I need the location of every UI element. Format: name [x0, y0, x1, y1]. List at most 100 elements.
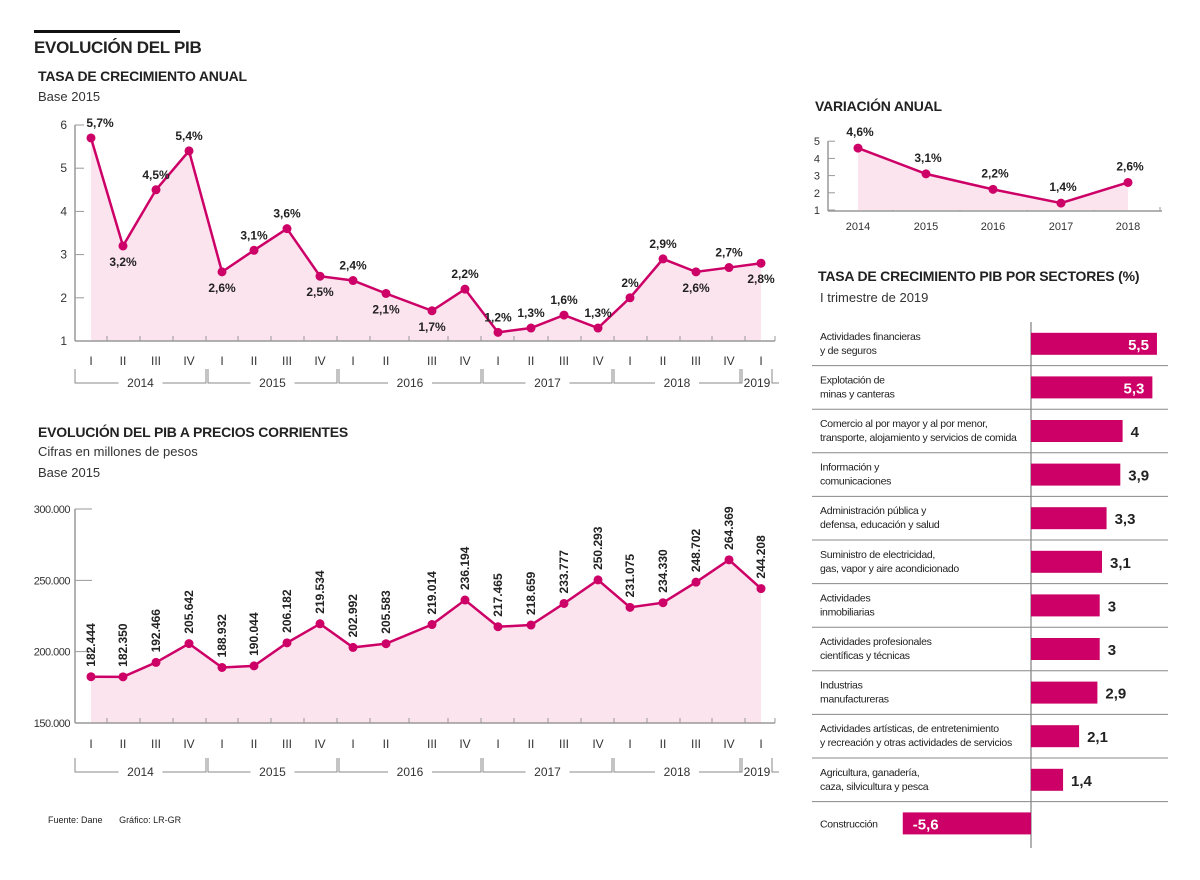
data-label: 2,6% [208, 281, 236, 295]
data-label: 1,4% [1049, 180, 1077, 194]
year-bracket [735, 758, 779, 773]
x-tick-label: II [120, 354, 127, 368]
year-label: 2018 [664, 376, 691, 390]
bar [1031, 332, 1157, 355]
x-tick-label: I [759, 737, 762, 751]
year-label: 2017 [534, 765, 561, 779]
data-point [691, 267, 701, 277]
sector-label: Comercio al por mayor y al por menor, [820, 418, 987, 430]
data-label: 3,6% [273, 207, 301, 221]
x-tick-label: I [89, 737, 92, 751]
sector-label: Actividades artísticas, de entretenimien… [820, 723, 999, 735]
data-label: 1,7% [418, 320, 446, 334]
sector-label: y de seguros [820, 345, 877, 357]
data-label: 205.642 [182, 590, 196, 634]
bar-value-label: 3 [1108, 642, 1116, 659]
x-tick-label: II [528, 354, 535, 368]
y-tick-label: 4 [60, 204, 67, 218]
year-bracket [482, 369, 613, 384]
bar [1031, 594, 1100, 617]
data-point [315, 619, 325, 629]
bar-value-label: 3,3 [1115, 511, 1136, 528]
growth-chart-subtitle: Base 2015 [38, 89, 101, 104]
data-point [427, 620, 437, 630]
bar [1031, 507, 1107, 530]
bar [1031, 681, 1098, 704]
data-label: 190.044 [247, 612, 261, 656]
data-point [86, 672, 96, 682]
bar-value-label: -5,6 [913, 816, 939, 833]
data-label: 1,3% [517, 306, 545, 320]
footer: Fuente: Dane Gráfico: LR-GR [48, 815, 195, 825]
data-label: 5,7% [86, 116, 114, 130]
data-point [282, 638, 292, 648]
x-tick-label: 2014 [846, 221, 870, 233]
data-label: 206.182 [280, 589, 294, 633]
x-tick-label: III [559, 354, 569, 368]
y-tick-label: 150.000 [34, 718, 71, 730]
x-tick-label: IV [459, 737, 470, 751]
x-tick-label: III [691, 354, 701, 368]
x-tick-label: 2017 [1049, 221, 1073, 233]
year-bracket [74, 369, 207, 384]
x-tick-label: I [496, 737, 499, 751]
data-label: 231.075 [623, 554, 637, 598]
x-tick-label: II [383, 354, 390, 368]
data-label: 2,7% [715, 246, 743, 260]
data-point [381, 639, 391, 649]
year-label: 2015 [259, 376, 286, 390]
x-tick-label: 2016 [981, 221, 1005, 233]
data-point [118, 672, 128, 682]
data-label: 218.659 [524, 571, 538, 615]
data-point [526, 323, 536, 333]
year-label: 2019 [744, 376, 771, 390]
data-label: 4,5% [142, 168, 170, 182]
y-tick-label: 3 [60, 248, 67, 262]
x-tick-label: III [282, 354, 292, 368]
data-point [658, 598, 668, 608]
data-point [1056, 198, 1066, 208]
year-bracket [735, 369, 779, 384]
bar [1031, 550, 1102, 573]
data-point [427, 306, 437, 316]
x-tick-label: II [120, 737, 127, 751]
sector-label: Actividades profesionales [820, 636, 932, 648]
bar-value-label: 3,1 [1110, 555, 1131, 572]
data-label: 219.534 [313, 570, 327, 614]
data-point [724, 555, 734, 565]
data-point [625, 602, 635, 612]
data-label: 2,2% [981, 166, 1009, 180]
data-point [217, 267, 227, 277]
sector-label: minas y canteras [820, 388, 895, 400]
sector-label: Construcción [820, 818, 878, 830]
sector-label: Actividades [820, 592, 870, 604]
data-point [756, 258, 766, 268]
y-tick-label: 6 [60, 118, 67, 132]
data-label: 234.330 [656, 549, 670, 593]
x-tick-label: IV [314, 737, 325, 751]
data-point [559, 598, 569, 608]
x-tick-label: I [496, 354, 499, 368]
sector-label: defensa, educación y salud [820, 519, 940, 531]
x-tick-label: III [151, 354, 161, 368]
data-label: 233.777 [557, 550, 571, 594]
sector-label: comunicaciones [820, 476, 891, 488]
sector-label: gas, vapor y aire acondicionado [820, 563, 959, 575]
data-label: 248.702 [689, 528, 703, 572]
x-tick-label: III [691, 737, 701, 751]
data-label: 1,6% [550, 293, 578, 307]
y-tick-label: 300.000 [34, 504, 71, 516]
data-point [249, 245, 259, 255]
data-point [593, 323, 603, 333]
data-label: 2,6% [1116, 159, 1144, 173]
data-label: 4,6% [846, 125, 874, 139]
y-tick-label: 1 [814, 205, 820, 217]
bar-value-label: 5,3 [1124, 380, 1145, 397]
year-label: 2018 [664, 765, 691, 779]
nominal-chart: 150.000 200.000 250.000 300.000 182.444 182.3… [34, 504, 779, 779]
sectors-chart-subtitle: I trimestre de 2019 [820, 290, 929, 305]
bar [1031, 376, 1153, 399]
data-point [282, 224, 292, 234]
x-tick-label: I [628, 737, 631, 751]
